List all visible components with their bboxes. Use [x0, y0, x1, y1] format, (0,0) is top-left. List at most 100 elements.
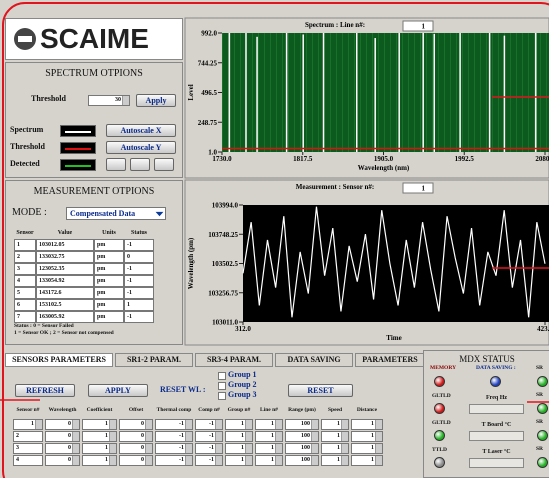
- y-tick-label: 992.0: [201, 30, 217, 38]
- param-input[interactable]: 1: [351, 419, 383, 430]
- y-tick-label: 103994.0: [212, 202, 239, 210]
- param-input[interactable]: 1: [321, 419, 349, 430]
- table-cell: 133032.75: [36, 251, 94, 263]
- param-input[interactable]: 1: [225, 455, 253, 466]
- logo-text: SCAIME: [40, 23, 149, 54]
- table-cell: pm: [94, 275, 124, 287]
- table-cell: -1: [124, 287, 154, 299]
- swatch: [60, 125, 96, 137]
- param-input[interactable]: 1: [82, 419, 117, 430]
- param-input[interactable]: 1: [13, 419, 43, 430]
- label: SR: [536, 419, 544, 425]
- autoscale-button[interactable]: Autoscale Y: [106, 141, 176, 154]
- param-input[interactable]: -1: [155, 443, 193, 454]
- param-input[interactable]: -1: [155, 431, 193, 442]
- checkbox-label: Group 3: [228, 390, 257, 399]
- swatch-line: [65, 131, 91, 133]
- param-input[interactable]: -1: [155, 419, 193, 430]
- swatch-line: [65, 165, 91, 167]
- param-input[interactable]: 0: [119, 431, 153, 442]
- tab[interactable]: PARAMETERS: [355, 353, 425, 367]
- param-input[interactable]: 1: [255, 431, 283, 442]
- label: MEMORY: [430, 365, 457, 371]
- param-input[interactable]: 0: [45, 419, 80, 430]
- threshold-input[interactable]: 30: [88, 95, 130, 106]
- param-input[interactable]: 1: [321, 431, 349, 442]
- mode-label: MODE :: [12, 207, 47, 218]
- table-cell: pm: [94, 239, 124, 251]
- x-tick-label: 1905.0: [374, 155, 394, 163]
- param-input[interactable]: 1: [225, 419, 253, 430]
- led: [490, 376, 501, 387]
- table-cell: 5: [14, 287, 36, 299]
- apply-button[interactable]: APPLY: [88, 384, 148, 397]
- status-note: 1 = Sensor OK ; 2 = Sensor not compensed: [14, 330, 114, 336]
- param-input[interactable]: -1: [195, 443, 223, 454]
- param-input[interactable]: 0: [119, 455, 153, 466]
- tab[interactable]: DATA SAVING: [275, 353, 353, 367]
- led: [434, 403, 445, 414]
- param-input[interactable]: 0: [119, 419, 153, 430]
- icon-button[interactable]: [154, 158, 174, 171]
- param-input[interactable]: 1: [351, 455, 383, 466]
- param-input[interactable]: 4: [13, 455, 43, 466]
- param-input[interactable]: 100: [285, 419, 319, 430]
- param-input[interactable]: 0: [45, 431, 80, 442]
- spinner: [402, 182, 434, 194]
- checkbox[interactable]: [218, 392, 226, 400]
- icon-button[interactable]: [130, 158, 150, 171]
- param-input[interactable]: 2: [13, 431, 43, 442]
- tab[interactable]: SR3-4 PARAM.: [195, 353, 273, 367]
- table-header: Line n#: [260, 407, 278, 413]
- swatch: [60, 159, 96, 171]
- param-input[interactable]: 3: [13, 443, 43, 454]
- param-input[interactable]: 1: [82, 455, 117, 466]
- label: SR: [536, 446, 544, 452]
- spectrum-options-panel: SPECTRUM OTPIONS Threshold 30 Apply Spectrum…: [5, 62, 183, 178]
- table-cell: pm: [94, 299, 124, 311]
- param-input[interactable]: 1: [351, 443, 383, 454]
- table-cell: pm: [94, 251, 124, 263]
- param-input[interactable]: 1: [255, 443, 283, 454]
- table-header: Comp n#: [198, 407, 220, 413]
- label: RESET WL :: [160, 385, 206, 394]
- apply-button[interactable]: Apply: [136, 94, 176, 107]
- table-cell: 103012.05: [36, 239, 94, 251]
- mode-dropdown[interactable]: Compensated Data: [66, 207, 166, 220]
- param-input[interactable]: 1: [351, 431, 383, 442]
- table-cell: 163005.92: [36, 311, 94, 323]
- param-input[interactable]: 1: [82, 443, 117, 454]
- param-input[interactable]: 1: [82, 431, 117, 442]
- param-input[interactable]: 100: [285, 431, 319, 442]
- param-input[interactable]: 1: [255, 419, 283, 430]
- reset-button[interactable]: RESET: [288, 384, 353, 397]
- y-axis-label: Wavelength (pm): [187, 237, 195, 289]
- param-input[interactable]: 1: [225, 443, 253, 454]
- param-input[interactable]: 1: [321, 455, 349, 466]
- checkbox[interactable]: [218, 382, 226, 390]
- checkbox[interactable]: [218, 372, 226, 380]
- refresh-button[interactable]: REFRESH: [15, 384, 75, 397]
- swatch: [60, 142, 96, 154]
- tab[interactable]: SENSORS PARAMETERS: [5, 353, 113, 367]
- param-input[interactable]: -1: [195, 455, 223, 466]
- plot-area: [222, 33, 549, 152]
- param-input[interactable]: 1: [225, 431, 253, 442]
- param-input[interactable]: 0: [45, 455, 80, 466]
- table-header: Coefficient: [86, 407, 113, 413]
- param-input[interactable]: -1: [195, 419, 223, 430]
- icon-button[interactable]: [106, 158, 126, 171]
- tab[interactable]: SR1-2 PARAM.: [115, 353, 193, 367]
- field-box: [469, 458, 524, 468]
- param-input[interactable]: 100: [285, 443, 319, 454]
- param-input[interactable]: 0: [45, 443, 80, 454]
- param-input[interactable]: 0: [119, 443, 153, 454]
- param-input[interactable]: 100: [285, 455, 319, 466]
- param-input[interactable]: -1: [155, 455, 193, 466]
- param-input[interactable]: 1: [255, 455, 283, 466]
- autoscale-button[interactable]: Autoscale X: [106, 124, 176, 137]
- led: [434, 376, 445, 387]
- field-box: [469, 404, 524, 414]
- param-input[interactable]: 1: [321, 443, 349, 454]
- param-input[interactable]: -1: [195, 431, 223, 442]
